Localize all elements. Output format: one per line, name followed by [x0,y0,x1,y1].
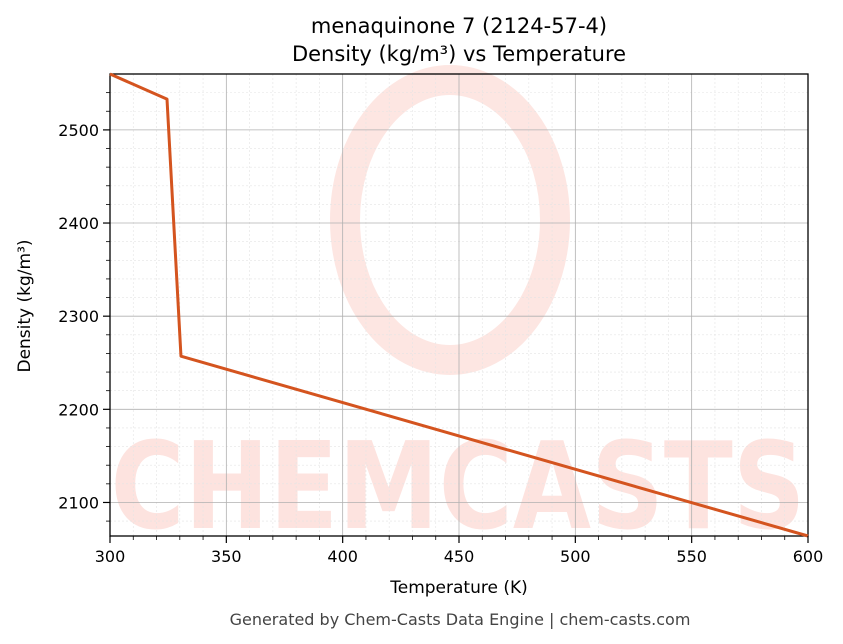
x-tick-label: 600 [793,547,824,566]
x-axis-label: Temperature (K) [389,578,528,598]
chart-title: menaquinone 7 (2124-57-4) [311,14,607,38]
y-tick-label: 2300 [58,307,99,326]
y-tick-label: 2500 [58,121,99,140]
x-tick-label: 500 [560,547,591,566]
y-tick-label: 2400 [58,214,99,233]
series-layer [109,72,809,538]
watermark: CHEMCASTS [111,65,806,557]
y-axis-label: Density (kg/m³) [15,239,35,372]
y-tick-label: 2100 [58,493,99,512]
chart-subtitle: Density (kg/m³) vs Temperature [292,42,626,66]
x-tick-label: 450 [444,547,475,566]
watermark-logo-ring [330,65,570,375]
density-line [109,72,809,538]
x-axis-ticks: 300 350 400 450 500 550 600 [95,536,824,566]
x-tick-label: 300 [95,547,126,566]
y-axis-ticks: 2100 2200 2300 2400 2500 [58,92,110,522]
footer-credit: Generated by Chem-Casts Data Engine | ch… [230,610,691,629]
x-tick-label: 350 [211,547,242,566]
y-tick-label: 2200 [58,400,99,419]
x-tick-label: 400 [327,547,358,566]
x-tick-label: 550 [676,547,707,566]
